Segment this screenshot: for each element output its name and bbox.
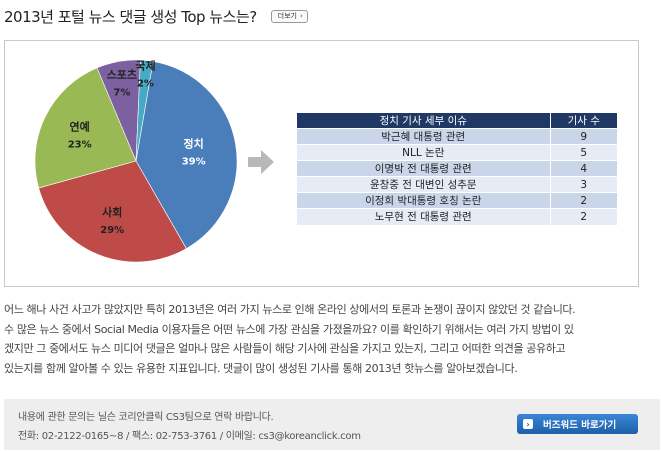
pie-slice-value: 39% xyxy=(182,157,206,168)
table-row: 박근혜 대통령 관련 9 xyxy=(297,128,617,145)
pie-slice-label: 연예 xyxy=(70,120,90,134)
chart-panel: 정치 39% 사회 29% 연예 23% 스포츠 7% 국제 2% 정치 기사 세부 이슈 기사 … xyxy=(4,40,639,287)
header: 2013년 포털 뉴스 댓글 생성 Top 뉴스는? 더보기 › xyxy=(4,6,308,26)
count-cell: 9 xyxy=(550,128,617,145)
contact-info: 내용에 관한 문의는 닐슨 코리안클릭 CS3팀으로 연락 바랍니다. xyxy=(18,412,274,423)
count-cell: 2 xyxy=(550,192,617,209)
issue-cell: 윤창중 전 대변인 성추문 xyxy=(297,176,551,193)
table-row: 윤창중 전 대변인 성추문 3 xyxy=(297,176,617,193)
buzzword-link-label: 버즈워드 바로가기 xyxy=(543,420,617,431)
page-title: 2013년 포털 뉴스 댓글 생성 Top 뉴스는? xyxy=(4,7,257,26)
chevron-right-icon: › xyxy=(300,12,303,20)
arrow-right-icon xyxy=(248,150,274,174)
description: 어느 해나 사건 사고가 많았지만 특히 2013년은 여러 가지 뉴스로 인해… xyxy=(4,300,656,378)
table-row: 이정희 박대통령 호칭 논란 2 xyxy=(297,192,617,209)
column-header-count: 기사 수 xyxy=(550,113,617,129)
pie-slice-value: 29% xyxy=(100,225,124,236)
chevron-right-icon: › xyxy=(523,419,533,429)
pie-slice xyxy=(34,67,137,189)
description-line: 수 많은 뉴스 중에서 Social Media 이용자들은 어떤 뉴스에 가장… xyxy=(4,322,574,336)
column-header-issue: 정치 기사 세부 이슈 xyxy=(297,113,551,129)
table-row: NLL 논란 5 xyxy=(297,144,617,161)
issue-cell: NLL 논란 xyxy=(297,144,551,161)
contact-details: 전화: 02-2122-0165~8 / 팩스: 02-753-3761 / 이… xyxy=(18,431,361,442)
table-row: 이명박 전 대통령 관련 4 xyxy=(297,160,617,177)
pie-slice xyxy=(135,59,154,162)
more-button[interactable]: 더보기 › xyxy=(270,9,308,23)
count-cell: 4 xyxy=(550,160,617,177)
pie-slice xyxy=(135,61,238,249)
issue-cell: 박근혜 대통령 관련 xyxy=(297,128,551,145)
table-row: 노무현 전 대통령 관련 2 xyxy=(297,208,617,225)
pie-chart: 정치 39% 사회 29% 연예 23% 스포츠 7% 국제 2% xyxy=(34,59,238,263)
table-header-row: 정치 기사 세부 이슈 기사 수 xyxy=(297,113,617,129)
count-cell: 3 xyxy=(550,176,617,193)
issue-cell: 노무현 전 대통령 관련 xyxy=(297,208,551,225)
count-cell: 2 xyxy=(550,208,617,225)
pie-slice-value: 7% xyxy=(113,87,130,98)
pie-slice-label: 스포츠 xyxy=(107,68,137,81)
buzzword-link-button[interactable]: › 버즈워드 바로가기 xyxy=(517,414,638,434)
more-button-label: 더보기 xyxy=(277,12,297,20)
pie-slice-label: 정치 xyxy=(184,137,204,151)
count-cell: 5 xyxy=(550,144,617,161)
pie-slice-label: 국제 xyxy=(135,59,155,73)
description-line: 겠지만 그 중에서도 뉴스 미디어 댓글은 얼마나 많은 사람들이 해당 기사에… xyxy=(4,342,566,355)
issue-cell: 이명박 전 대통령 관련 xyxy=(297,160,551,177)
description-line: 있는지를 함께 알아볼 수 있는 유용한 지표입니다. 댓글이 많이 생성된 기… xyxy=(4,361,518,375)
description-line: 어느 해나 사건 사고가 많았지만 특히 2013년은 여러 가지 뉴스로 인해… xyxy=(4,303,576,316)
pie-slice-label: 사회 xyxy=(102,205,122,219)
issue-table: 정치 기사 세부 이슈 기사 수 박근혜 대통령 관련 9 NLL 논란 5 이… xyxy=(297,113,617,225)
pie-slice xyxy=(38,160,187,263)
issue-cell: 이정희 박대통령 호칭 논란 xyxy=(297,192,551,209)
footer: 내용에 관한 문의는 닐슨 코리안클릭 CS3팀으로 연락 바랍니다. 전화: … xyxy=(4,399,660,450)
pie-slice-value: 2% xyxy=(137,79,154,90)
pie-slice-value: 23% xyxy=(68,140,92,151)
